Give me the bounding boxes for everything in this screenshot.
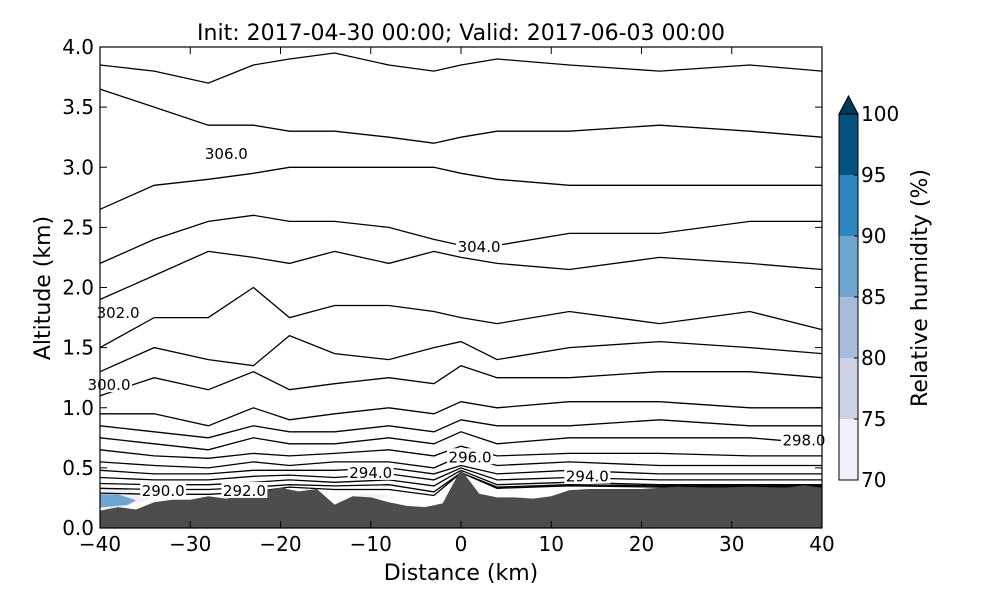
theta-contour-line bbox=[99, 431, 823, 451]
colorbar-label: Relative humidity (%) bbox=[908, 169, 933, 407]
contour-label-background bbox=[447, 448, 494, 465]
colorbar-band bbox=[839, 419, 858, 480]
x-tick-label: 40 bbox=[809, 532, 834, 556]
theta-contour-line bbox=[99, 364, 823, 397]
y-tick-label: 4.0 bbox=[62, 35, 94, 59]
colorbar-tick-label: 85 bbox=[861, 285, 886, 309]
theta-contour-line bbox=[99, 469, 822, 487]
contour-label-background bbox=[95, 303, 142, 320]
contour-label: 296.0 bbox=[449, 448, 492, 466]
colorbar-tick-label: 90 bbox=[861, 224, 886, 248]
colorbar-tick-label: 80 bbox=[861, 346, 886, 370]
colorbar-extend-arrow bbox=[838, 94, 859, 115]
theta-contour-line bbox=[99, 471, 822, 493]
theta-contour-line bbox=[99, 52, 823, 84]
x-tick-label: 10 bbox=[539, 532, 564, 556]
humidity-patch bbox=[100, 494, 137, 508]
colorbar-tick-label: 100 bbox=[861, 102, 899, 126]
contour-label-background bbox=[221, 481, 268, 498]
theta-contour-line bbox=[99, 455, 822, 469]
y-tick-label: 2.0 bbox=[62, 276, 94, 300]
contour-label: 290.0 bbox=[142, 482, 185, 500]
contour-label: 306.0 bbox=[205, 145, 248, 163]
x-tick-label: −20 bbox=[259, 532, 301, 556]
contour-labels-layer: 306.0 304.0 302.0 300.0 298.0 296.0 294.0 294.0… bbox=[86, 145, 827, 500]
theta-contour-line bbox=[99, 88, 823, 144]
contour-label-background bbox=[564, 467, 611, 484]
theta-contour-line bbox=[99, 286, 823, 349]
x-tick-label: −30 bbox=[169, 532, 211, 556]
y-axis-label: Altitude (km) bbox=[31, 216, 56, 360]
contour-label-background bbox=[780, 431, 827, 448]
contour-label-background bbox=[456, 237, 503, 254]
contour-label: 300.0 bbox=[88, 376, 131, 394]
x-tick-label: 0 bbox=[455, 532, 468, 556]
colorbar-band bbox=[839, 236, 858, 297]
colorbar-band bbox=[839, 175, 858, 236]
y-tick-label: 3.5 bbox=[62, 95, 94, 119]
theta-contour-line bbox=[99, 445, 822, 459]
terrain-profile bbox=[99, 469, 823, 529]
contour-label: 292.0 bbox=[223, 482, 266, 500]
plot-area: 306.0 304.0 302.0 300.0 298.0 296.0 294.0 294.0… bbox=[86, 46, 827, 529]
colorbar-tick-label: 70 bbox=[861, 468, 886, 492]
y-tick-label: 3.0 bbox=[62, 155, 94, 179]
colorbar-band bbox=[839, 358, 858, 419]
colorbar-band bbox=[839, 297, 858, 358]
x-axis: −40 −30 −20 −10 0 10 20 30 40 bbox=[79, 47, 835, 556]
contour-label-background bbox=[203, 145, 250, 162]
theta-contour-line bbox=[99, 464, 822, 475]
contour-lines-layer bbox=[99, 52, 823, 497]
colorbar: 70 75 80 85 90 95 100 bbox=[838, 94, 899, 492]
y-tick-label: 2.5 bbox=[62, 215, 94, 239]
contour-label-background bbox=[140, 481, 187, 498]
theta-contour-line bbox=[99, 467, 822, 481]
x-tick-label: −10 bbox=[350, 532, 392, 556]
colorbar-tick-label: 75 bbox=[861, 407, 886, 431]
theta-contour-line bbox=[99, 471, 822, 497]
colorbar-band bbox=[839, 114, 858, 175]
theta-contour-line bbox=[99, 419, 822, 439]
contour-label: 294.0 bbox=[349, 464, 392, 482]
theta-contour-line bbox=[99, 334, 823, 373]
contour-label: 294.0 bbox=[566, 467, 609, 485]
x-tick-label: 30 bbox=[719, 532, 744, 556]
contour-label-background bbox=[86, 376, 133, 393]
contour-label: 304.0 bbox=[458, 238, 501, 256]
x-tick-label: −40 bbox=[79, 532, 121, 556]
contour-label: 298.0 bbox=[782, 431, 825, 449]
x-axis-label: Distance (km) bbox=[384, 561, 539, 586]
terrain-layer bbox=[99, 469, 823, 529]
theta-contour-line bbox=[99, 250, 823, 301]
y-tick-label: 0.5 bbox=[62, 456, 94, 480]
theta-contour-line bbox=[99, 166, 822, 210]
theta-contour-line bbox=[99, 214, 822, 264]
y-tick-label: 1.5 bbox=[62, 336, 94, 360]
contour-label: 302.0 bbox=[97, 304, 140, 322]
y-axis: 0.0 0.5 1.0 1.5 2.0 2.5 3.0 3.5 4.0 bbox=[62, 35, 822, 540]
chart-title: Init: 2017-04-30 00:00; Valid: 2017-06-0… bbox=[197, 21, 725, 46]
contour-label-background bbox=[347, 463, 394, 480]
x-tick-label: 20 bbox=[629, 532, 654, 556]
y-tick-label: 0.0 bbox=[62, 516, 94, 540]
y-tick-label: 1.0 bbox=[62, 396, 94, 420]
theta-contour-line bbox=[100, 401, 822, 427]
colorbar-tick-label: 95 bbox=[861, 163, 886, 187]
